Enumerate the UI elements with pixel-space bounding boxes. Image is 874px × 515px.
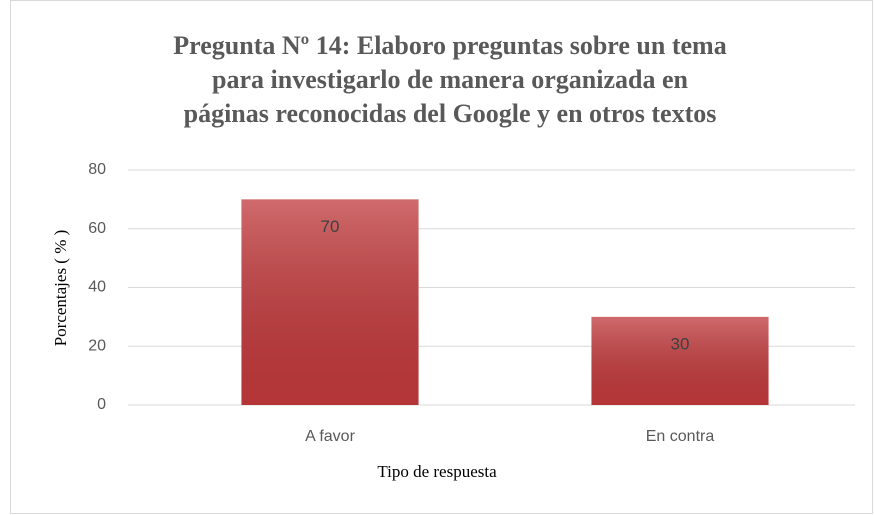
y-tick-label: 0 [97,396,106,413]
y-tick-label: 20 [88,337,106,354]
x-tick-label: A favor [305,428,355,445]
value-label: 70 [321,217,340,236]
value-label: 30 [671,334,690,353]
x-tick-label: En contra [646,428,715,445]
y-tick-label: 40 [88,279,106,296]
chart-title: páginas reconocidas del Google y en otro… [184,99,717,128]
y-tick-label: 80 [88,161,106,178]
chart-title: para investigarlo de manera organizada e… [212,65,688,94]
bar-shine [591,316,769,405]
bar-shine [241,199,419,405]
chart-border [10,0,873,514]
y-axis-label: Porcentajes ( % ) [51,230,70,347]
x-axis-label: Tipo de respuesta [377,462,497,481]
y-tick-label: 60 [88,220,106,237]
chart-title: Pregunta Nº 14: Elaboro preguntas sobre … [173,31,726,60]
